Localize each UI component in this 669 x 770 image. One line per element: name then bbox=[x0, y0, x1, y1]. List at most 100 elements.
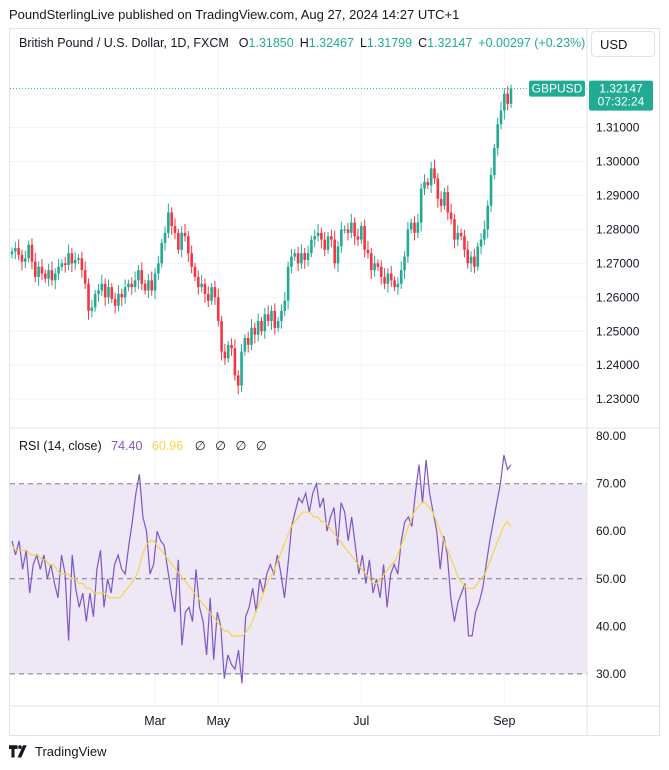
ticker-tag bbox=[529, 80, 585, 97]
legend-low-value: 1.31799 bbox=[366, 36, 413, 50]
candle-body bbox=[489, 175, 493, 206]
currency-button[interactable]: USD bbox=[591, 31, 655, 57]
candle-body bbox=[313, 236, 317, 240]
candle-body bbox=[506, 93, 509, 104]
candle-body bbox=[300, 253, 303, 264]
price-tag-countdown: 07:32:24 bbox=[598, 95, 645, 109]
rsi-tick-label: 80.00 bbox=[596, 429, 626, 443]
candle-body bbox=[63, 263, 67, 266]
candle-body bbox=[483, 229, 486, 240]
candle-body bbox=[353, 222, 356, 237]
candle-body bbox=[260, 321, 263, 332]
candle-body bbox=[446, 192, 450, 213]
candle-body bbox=[343, 229, 346, 231]
candle-body bbox=[273, 310, 277, 328]
candle-body bbox=[147, 280, 150, 291]
rsi-tick-label: 40.00 bbox=[596, 619, 626, 633]
rsi-legend: RSI (14, close) 74.40 60.96 ∅ ∅ ∅ ∅ bbox=[19, 438, 273, 453]
candle-body bbox=[163, 232, 167, 243]
price-tag bbox=[589, 80, 653, 111]
candle-body bbox=[210, 287, 213, 301]
candle-body bbox=[316, 232, 320, 237]
candle-body bbox=[30, 244, 34, 262]
candle-body bbox=[216, 297, 220, 322]
candle-body bbox=[436, 178, 440, 199]
candle-body bbox=[87, 283, 90, 311]
candle-body bbox=[336, 246, 340, 264]
candle-body bbox=[100, 283, 104, 291]
rsi-name: RSI (14, close) bbox=[19, 439, 102, 453]
candle-body bbox=[180, 232, 183, 250]
candle-body bbox=[14, 248, 17, 252]
rsi-tick-label: 70.00 bbox=[596, 477, 626, 491]
candle-body bbox=[453, 219, 456, 240]
rsi-tick-label: 30.00 bbox=[596, 667, 626, 681]
candle-body bbox=[503, 93, 506, 111]
candle-body bbox=[399, 270, 403, 284]
candle-body bbox=[479, 239, 483, 247]
candle-body bbox=[233, 348, 237, 376]
price-tick-label: 1.31000 bbox=[596, 121, 640, 135]
rsi-tick-label: 60.00 bbox=[596, 524, 626, 538]
candle-body bbox=[340, 229, 343, 247]
tradingview-logo-icon bbox=[9, 744, 27, 757]
candle-body bbox=[206, 293, 210, 301]
candle-body bbox=[323, 239, 327, 250]
legend-high-label: H bbox=[299, 36, 309, 50]
candle-body bbox=[150, 280, 154, 291]
candle-body bbox=[53, 273, 57, 281]
candle-body bbox=[77, 258, 80, 260]
candle-body bbox=[24, 258, 27, 262]
legend-open-value: 1.31850 bbox=[248, 36, 294, 50]
time-tick-label: May bbox=[206, 714, 230, 728]
candle-body bbox=[183, 232, 187, 237]
price-tick-label: 1.25000 bbox=[596, 324, 640, 338]
candles-layer bbox=[10, 84, 587, 395]
candle-body bbox=[409, 222, 413, 230]
candle-body bbox=[173, 226, 177, 233]
candle-body bbox=[296, 253, 300, 264]
candle-body bbox=[230, 344, 233, 349]
candle-body bbox=[283, 300, 287, 311]
candle-body bbox=[213, 287, 217, 298]
candle-body bbox=[17, 248, 20, 255]
candle-body bbox=[350, 222, 353, 233]
candle-body bbox=[330, 236, 333, 240]
candle-body bbox=[423, 181, 426, 189]
legend-change: +0.00297 (+0.23%) bbox=[478, 36, 586, 50]
candle-body bbox=[103, 283, 107, 298]
candle-body bbox=[127, 283, 130, 288]
price-tick-label: 1.24000 bbox=[596, 358, 640, 372]
legend-open-label: O bbox=[238, 36, 249, 50]
legend-close-value: 1.32147 bbox=[427, 36, 473, 50]
candle-body bbox=[160, 243, 163, 264]
candle-body bbox=[67, 253, 70, 266]
candle-body bbox=[360, 226, 363, 240]
candle-body bbox=[369, 253, 373, 271]
rsi-na-3: ∅ bbox=[235, 439, 247, 453]
candle-body bbox=[240, 351, 243, 386]
rsi-layer bbox=[11, 455, 512, 684]
candle-body bbox=[177, 232, 180, 250]
candle-body bbox=[113, 299, 117, 306]
candle-body bbox=[473, 256, 476, 267]
candle-body bbox=[293, 253, 297, 257]
time-tick-label: Jul bbox=[353, 714, 369, 728]
candle-body bbox=[226, 344, 230, 359]
candle-body bbox=[120, 293, 124, 298]
candle-body bbox=[493, 147, 496, 176]
candle-body bbox=[110, 287, 114, 300]
candle-body bbox=[33, 261, 37, 277]
candle-body bbox=[80, 258, 84, 271]
candle-body bbox=[43, 273, 47, 279]
candle-body bbox=[280, 310, 283, 322]
candle-body bbox=[456, 232, 460, 240]
candle-body bbox=[290, 256, 293, 267]
candle-body bbox=[60, 263, 64, 267]
candle-body bbox=[187, 236, 190, 254]
rsi-na-1: ∅ bbox=[194, 439, 206, 453]
candle-body bbox=[389, 273, 393, 281]
candle-body bbox=[306, 253, 310, 260]
price-tick-label: 1.27000 bbox=[596, 256, 640, 270]
legend-high-value: 1.32467 bbox=[308, 36, 354, 50]
